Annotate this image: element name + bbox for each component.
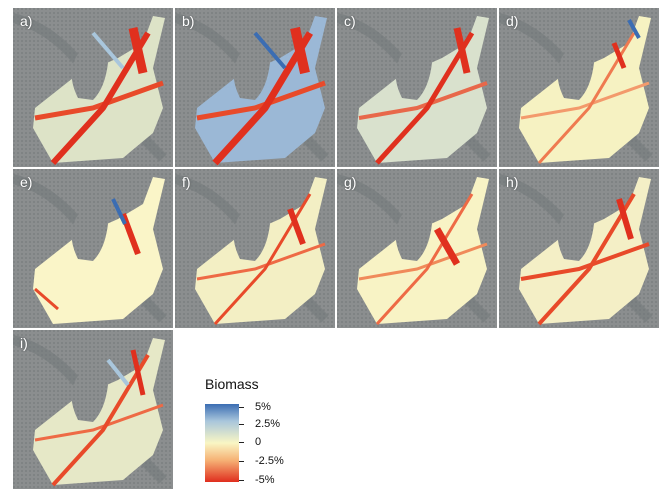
legend-tick [239,480,244,481]
panel-label: i) [20,335,28,351]
biomass-map [499,169,659,328]
map-panel-g: g) [337,169,497,328]
biomass-map [175,8,335,167]
biomass-map [13,330,173,489]
legend-tick [239,424,244,425]
panel-label: f) [182,174,191,190]
legend-tick [239,461,244,462]
panel-label: e) [20,174,33,190]
biomass-map [13,169,173,328]
map-panel-a: a) [13,8,173,167]
biomass-map [499,8,659,167]
legend-tick-label: 5% [255,401,271,413]
panel-label: g) [344,174,357,190]
panel-label: d) [506,13,519,29]
legend-tick-label: 2.5% [255,418,281,430]
map-panel-c: c) [337,8,497,167]
panel-label: c) [344,13,356,29]
legend-tick-label: -2.5% [255,455,284,467]
map-panel-b: b) [175,8,335,167]
biomass-legend: Biomass 5% 2.5% 0 -2.5% -5% [205,376,325,488]
biomass-map [13,8,173,167]
legend-tick-label: -5% [255,474,275,486]
legend-tick [239,442,244,443]
biomass-map [337,169,497,328]
legend-title: Biomass [205,376,259,392]
map-panel-f: f) [175,169,335,328]
panel-label: b) [182,13,195,29]
biomass-map [175,169,335,328]
panel-label: h) [506,174,519,190]
map-panel-e: e) [13,169,173,328]
biomass-map [337,8,497,167]
legend-tick-label: 0 [255,436,262,448]
panel-label: a) [20,13,33,29]
legend-tick [239,407,244,408]
legend-colorbar [205,404,239,482]
map-panel-i: i) [13,330,173,489]
map-panel-h: h) [499,169,659,328]
map-panel-d: d) [499,8,659,167]
